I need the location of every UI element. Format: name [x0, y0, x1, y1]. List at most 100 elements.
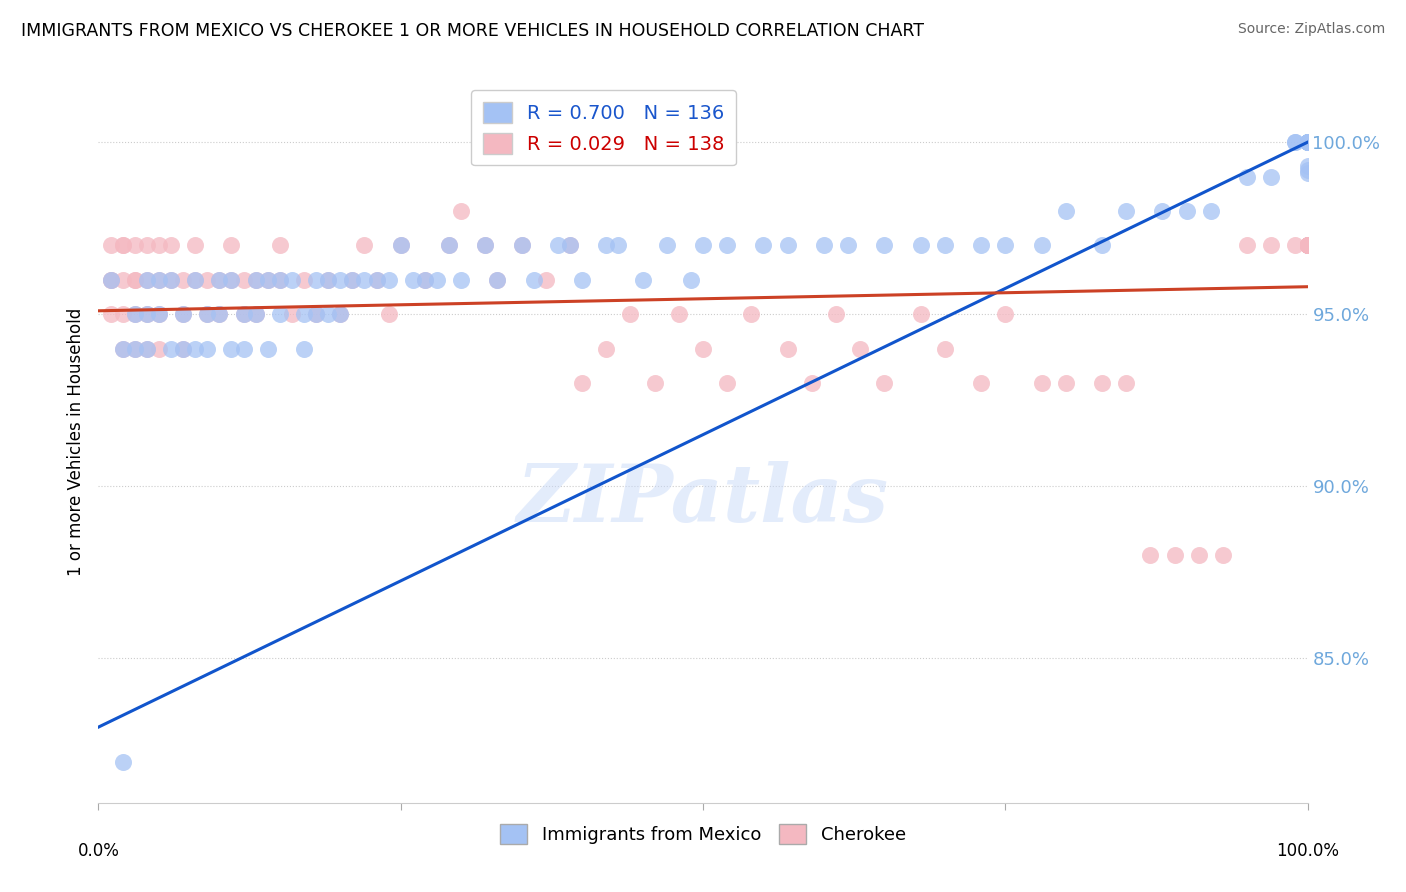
Point — [389, 238, 412, 252]
Point — [160, 342, 183, 356]
Point — [100, 273, 122, 287]
Point — [148, 307, 170, 321]
Point — [342, 273, 364, 287]
Point — [1296, 166, 1319, 180]
Point — [1284, 135, 1306, 149]
Point — [135, 342, 157, 356]
Point — [245, 307, 267, 321]
Point — [450, 204, 472, 219]
Point — [111, 238, 134, 252]
Point — [474, 238, 496, 252]
Point — [1296, 135, 1319, 149]
Point — [221, 238, 243, 252]
Point — [172, 307, 194, 321]
Point — [329, 307, 352, 321]
Point — [232, 307, 254, 321]
Point — [353, 273, 375, 287]
Point — [124, 342, 146, 356]
Point — [353, 238, 375, 252]
Point — [256, 273, 278, 287]
Point — [825, 307, 848, 321]
Point — [1296, 135, 1319, 149]
Point — [221, 273, 243, 287]
Point — [486, 273, 509, 287]
Point — [631, 273, 654, 287]
Point — [184, 342, 207, 356]
Point — [172, 273, 194, 287]
Point — [1296, 135, 1319, 149]
Point — [523, 273, 546, 287]
Point — [1031, 376, 1053, 390]
Point — [413, 273, 436, 287]
Point — [1296, 135, 1319, 149]
Point — [269, 238, 291, 252]
Point — [716, 376, 738, 390]
Point — [934, 342, 956, 356]
Point — [437, 238, 460, 252]
Point — [1175, 204, 1198, 219]
Point — [1296, 135, 1319, 149]
Point — [184, 273, 207, 287]
Point — [450, 273, 472, 287]
Point — [148, 342, 170, 356]
Point — [1296, 159, 1319, 173]
Point — [281, 273, 304, 287]
Point — [994, 238, 1017, 252]
Point — [195, 273, 218, 287]
Text: 100.0%: 100.0% — [1277, 842, 1339, 860]
Point — [740, 307, 762, 321]
Point — [269, 273, 291, 287]
Point — [111, 307, 134, 321]
Text: IMMIGRANTS FROM MEXICO VS CHEROKEE 1 OR MORE VEHICLES IN HOUSEHOLD CORRELATION C: IMMIGRANTS FROM MEXICO VS CHEROKEE 1 OR … — [21, 22, 924, 40]
Point — [1296, 135, 1319, 149]
Point — [619, 307, 641, 321]
Point — [1296, 238, 1319, 252]
Point — [245, 307, 267, 321]
Point — [111, 342, 134, 356]
Point — [184, 273, 207, 287]
Point — [1284, 238, 1306, 252]
Point — [558, 238, 581, 252]
Point — [873, 238, 896, 252]
Point — [148, 273, 170, 287]
Point — [124, 273, 146, 287]
Point — [124, 307, 146, 321]
Text: Source: ZipAtlas.com: Source: ZipAtlas.com — [1237, 22, 1385, 37]
Point — [413, 273, 436, 287]
Point — [776, 238, 799, 252]
Point — [402, 273, 425, 287]
Point — [1296, 135, 1319, 149]
Point — [195, 342, 218, 356]
Point — [716, 238, 738, 252]
Point — [316, 273, 339, 287]
Point — [100, 307, 122, 321]
Point — [849, 342, 872, 356]
Point — [934, 238, 956, 252]
Point — [377, 273, 399, 287]
Point — [135, 273, 157, 287]
Point — [124, 307, 146, 321]
Point — [172, 342, 194, 356]
Point — [655, 238, 678, 252]
Point — [316, 273, 339, 287]
Point — [172, 342, 194, 356]
Point — [184, 238, 207, 252]
Point — [172, 307, 194, 321]
Point — [1296, 238, 1319, 252]
Point — [245, 273, 267, 287]
Point — [124, 342, 146, 356]
Point — [281, 307, 304, 321]
Legend: Immigrants from Mexico, Cherokee: Immigrants from Mexico, Cherokee — [494, 817, 912, 852]
Point — [547, 238, 569, 252]
Point — [232, 307, 254, 321]
Point — [752, 238, 775, 252]
Point — [1296, 135, 1319, 149]
Point — [135, 238, 157, 252]
Point — [377, 307, 399, 321]
Point — [534, 273, 557, 287]
Point — [111, 273, 134, 287]
Point — [437, 238, 460, 252]
Point — [1260, 238, 1282, 252]
Point — [148, 273, 170, 287]
Point — [644, 376, 666, 390]
